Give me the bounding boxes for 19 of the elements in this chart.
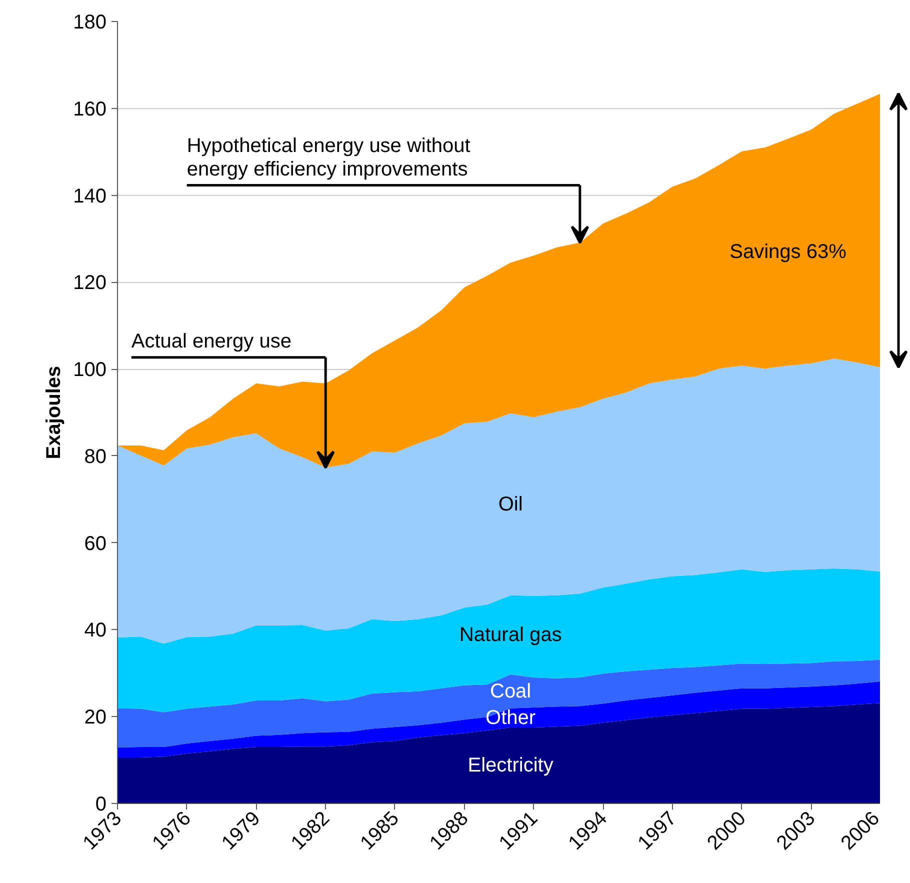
series-label: Natural gas xyxy=(459,624,562,646)
y-tick-label: 80 xyxy=(84,446,107,468)
y-axis-title: Exajoules xyxy=(43,366,66,460)
y-tick-label: 20 xyxy=(84,706,107,729)
series-label: Oil xyxy=(498,493,523,516)
y-tick-label: 40 xyxy=(84,620,107,642)
y-tick-label: 120 xyxy=(73,272,107,294)
series-label: Other xyxy=(486,706,536,729)
annotation: Savings 63% xyxy=(730,241,847,264)
annotation: Actual energy use xyxy=(131,330,292,352)
y-tick-label: 60 xyxy=(84,532,107,555)
y-tick-label: 160 xyxy=(73,98,107,120)
series-label: Electricity xyxy=(468,754,554,776)
series-label: Coal xyxy=(490,680,532,702)
y-tick-label: 0 xyxy=(95,794,106,816)
annotation: Hypothetical energy use without energy efficiency improvements xyxy=(186,135,471,180)
y-tick-label: 140 xyxy=(73,185,107,208)
y-tick-label: 100 xyxy=(73,359,107,382)
y-tick-label: 180 xyxy=(73,12,107,34)
